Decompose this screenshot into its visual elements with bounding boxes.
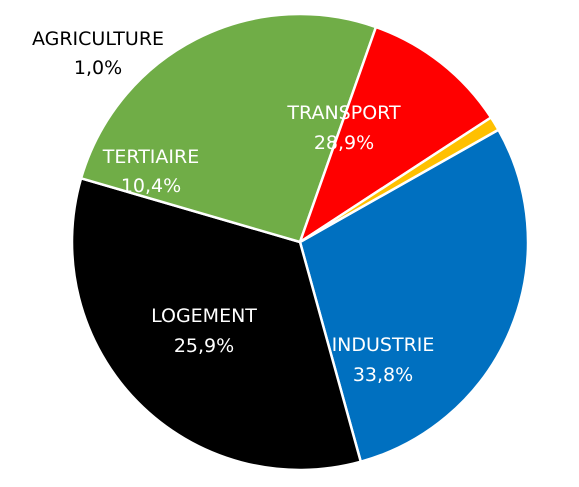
slice-value-logement: 25,9% — [174, 335, 234, 357]
pie-slice-industrie — [70, 177, 363, 472]
pie-slices — [70, 12, 530, 472]
slice-value-transport: 28,9% — [314, 132, 374, 154]
pie-slice-transport — [298, 128, 530, 463]
slice-label-agriculture: AGRICULTURE — [32, 28, 164, 50]
pie-slice-agriculture — [298, 116, 500, 244]
pie-slice-logement — [79, 12, 378, 244]
slice-value-tertiaire: 10,4% — [121, 175, 181, 197]
slice-value-agriculture: 1,0% — [74, 57, 122, 79]
slice-label-industrie: INDUSTRIE — [332, 334, 435, 356]
slice-label-transport: TRANSPORT — [286, 102, 401, 124]
pie-slice-tertiaire — [298, 25, 493, 244]
slice-value-industrie: 33,8% — [353, 364, 413, 386]
slice-label-logement: LOGEMENT — [151, 305, 257, 327]
slice-label-tertiaire: TERTIAIRE — [102, 146, 199, 168]
